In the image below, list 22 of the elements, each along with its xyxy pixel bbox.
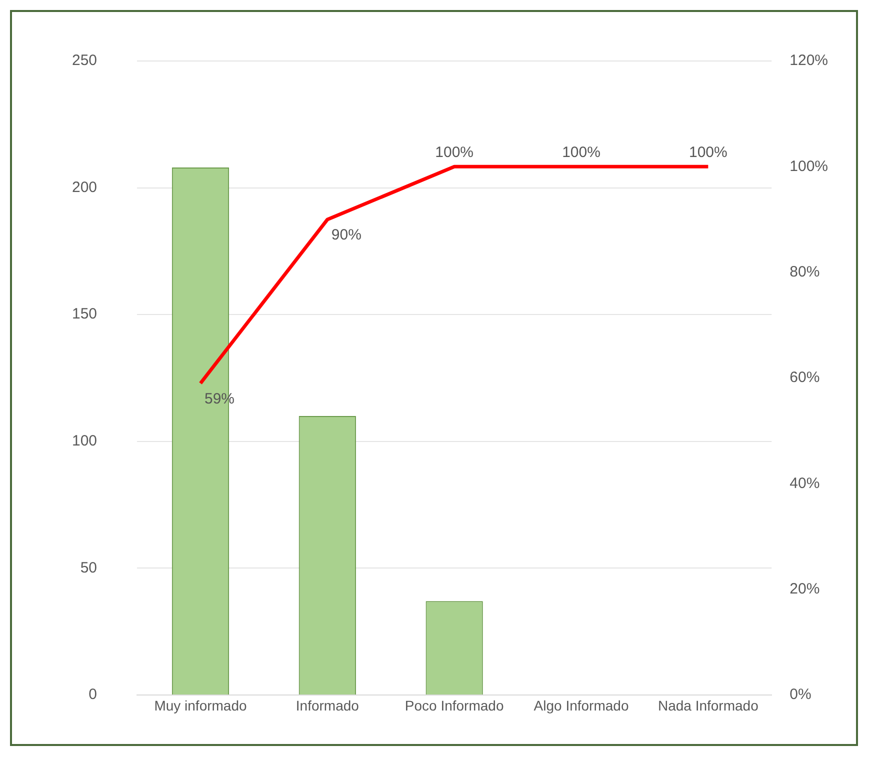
y-tick-label: 50 [80, 559, 98, 576]
y-tick-label: 0 [88, 686, 98, 704]
y-tick-label: 100 [72, 432, 98, 450]
y2-tick-label: 40% [790, 474, 820, 492]
y2-tick-label: 80% [790, 263, 820, 280]
y-tick-label: 150 [72, 306, 98, 323]
y-tick-label: 200 [72, 178, 98, 196]
y2-tick-label: 20% [790, 580, 820, 598]
data-label: 100% [688, 144, 728, 161]
x-tick-label: Informado [296, 697, 360, 714]
y2-tick-label: 120% [790, 52, 828, 70]
y-tick-label: 250 [72, 52, 98, 70]
data-label: 100% [435, 144, 474, 161]
x-tick-label: Poco Informado [404, 697, 504, 714]
x-tick-label: Algo Informado [534, 697, 629, 714]
y2-tick-label: 0% [790, 686, 812, 704]
data-label: 90% [331, 226, 362, 244]
x-tick-label: Nada Informado [658, 697, 759, 714]
y2-tick-label: 100% [790, 158, 828, 175]
x-tick-label: Muy informado [154, 697, 247, 714]
y2-tick-label: 60% [790, 369, 820, 386]
data-label: 100% [562, 144, 600, 161]
